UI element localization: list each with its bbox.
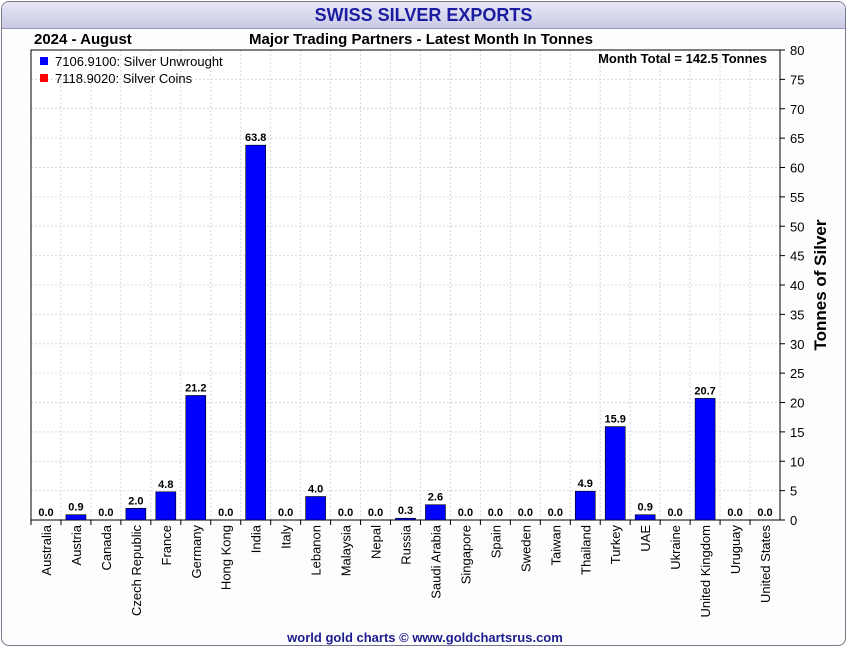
bar [694, 398, 716, 521]
y-tick-label: 50 [790, 219, 804, 234]
y-tick-label: 65 [790, 131, 804, 146]
bar-value-label: 0.0 [368, 507, 383, 519]
bar-value-label: 20.7 [694, 385, 715, 397]
bar-value-label: 0.0 [757, 507, 772, 519]
bar-value-label: 0.0 [727, 507, 742, 519]
bar [574, 490, 596, 521]
x-tick-label: Australia [39, 524, 54, 575]
chart-subtitle: Major Trading Partners - Latest Month In… [249, 31, 593, 48]
footer-credit: world gold charts © www.goldchartsrus.co… [287, 630, 563, 645]
x-tick-label: India [249, 524, 264, 553]
x-tick-label: France [159, 525, 174, 565]
y-tick-label: 30 [790, 337, 804, 352]
bar-value-label: 2.0 [128, 495, 143, 507]
x-tick-label: Singapore [458, 525, 473, 584]
bar-value-label: 0.0 [38, 507, 53, 519]
legend-label: 7106.9100: Silver Unwrought [55, 54, 223, 69]
bar-value-label: 2.6 [428, 492, 443, 504]
bar-value-label: 15.9 [605, 414, 626, 426]
bar-value-label: 63.8 [245, 132, 266, 144]
bar [634, 514, 656, 521]
x-tick-label: Spain [488, 525, 503, 558]
bar [65, 514, 87, 521]
x-tick-label: Canada [99, 524, 114, 570]
month-total-annotation: Month Total = 142.5 Tonnes [598, 51, 767, 66]
y-tick-label: 0 [790, 513, 797, 528]
x-tick-label: Saudi Arabia [428, 524, 443, 598]
y-tick-label: 5 [790, 484, 797, 499]
bar-value-label: 21.2 [185, 382, 206, 394]
bar-value-label: 0.0 [218, 507, 233, 519]
x-tick-label: Austria [69, 524, 84, 565]
legend-label: 7118.9020: Silver Coins [55, 71, 193, 86]
bar-value-label: 0.0 [278, 507, 293, 519]
legend-swatch [40, 57, 48, 65]
x-tick-label: Italy [279, 525, 294, 549]
bar-value-label: 0.0 [488, 507, 503, 519]
bar-value-label: 4.9 [578, 478, 593, 490]
bar-value-label: 0.3 [398, 505, 413, 517]
bar [125, 507, 147, 521]
y-tick-label: 75 [790, 72, 804, 87]
y-tick-label: 10 [790, 454, 804, 469]
y-tick-label: 40 [790, 278, 804, 293]
chart-title: SWISS SILVER EXPORTS [2, 2, 845, 29]
y-axis-title: Tonnes of Silver [811, 219, 830, 350]
y-tick-label: 45 [790, 249, 804, 264]
x-tick-label: Ukraine [668, 525, 683, 570]
bar [185, 395, 207, 521]
x-tick-label: Taiwan [548, 525, 563, 565]
y-tick-label: 25 [790, 366, 804, 381]
bar [425, 504, 446, 521]
x-tick-label: Russia [399, 524, 414, 565]
x-tick-label: Turkey [608, 525, 623, 565]
x-tick-label: Czech Republic [129, 525, 144, 617]
x-tick-label: Nepal [369, 525, 384, 559]
bar [155, 491, 177, 521]
y-tick-label: 70 [790, 102, 804, 117]
bar [395, 517, 416, 521]
x-tick-label: Sweden [518, 525, 533, 572]
x-tick-label: United Kingdom [698, 525, 713, 618]
y-tick-label: 15 [790, 425, 804, 440]
y-tick-label: 60 [790, 161, 804, 176]
y-tick-label: 55 [790, 190, 804, 205]
period-label: 2024 - August [34, 31, 132, 48]
bar-value-label: 4.8 [158, 479, 173, 491]
x-tick-label: UAE [638, 525, 653, 552]
bar-value-label: 0.0 [667, 507, 682, 519]
x-tick-label: Germany [189, 525, 204, 579]
x-tick-label: Uruguay [728, 525, 743, 575]
bar [305, 496, 326, 521]
bar-value-label: 0.0 [458, 507, 473, 519]
bar-value-label: 0.0 [548, 507, 563, 519]
x-tick-label: United States [758, 525, 773, 604]
bar-value-label: 0.9 [68, 502, 83, 514]
y-tick-label: 35 [790, 307, 804, 322]
bar-value-label: 0.0 [518, 507, 533, 519]
bar-value-label: 4.0 [308, 484, 323, 496]
bar [604, 426, 626, 521]
x-tick-label: Malaysia [339, 524, 354, 576]
y-tick-label: 20 [790, 396, 804, 411]
bar [245, 144, 266, 521]
x-tick-label: Hong Kong [219, 525, 234, 590]
x-tick-label: Lebanon [309, 525, 324, 576]
legend-swatch [40, 74, 48, 82]
y-tick-label: 80 [790, 43, 804, 58]
x-tick-label: Thailand [578, 525, 593, 575]
bar-value-label: 0.0 [338, 507, 353, 519]
bar-value-label: 0.0 [98, 507, 113, 519]
bar-value-label: 0.9 [638, 502, 653, 514]
